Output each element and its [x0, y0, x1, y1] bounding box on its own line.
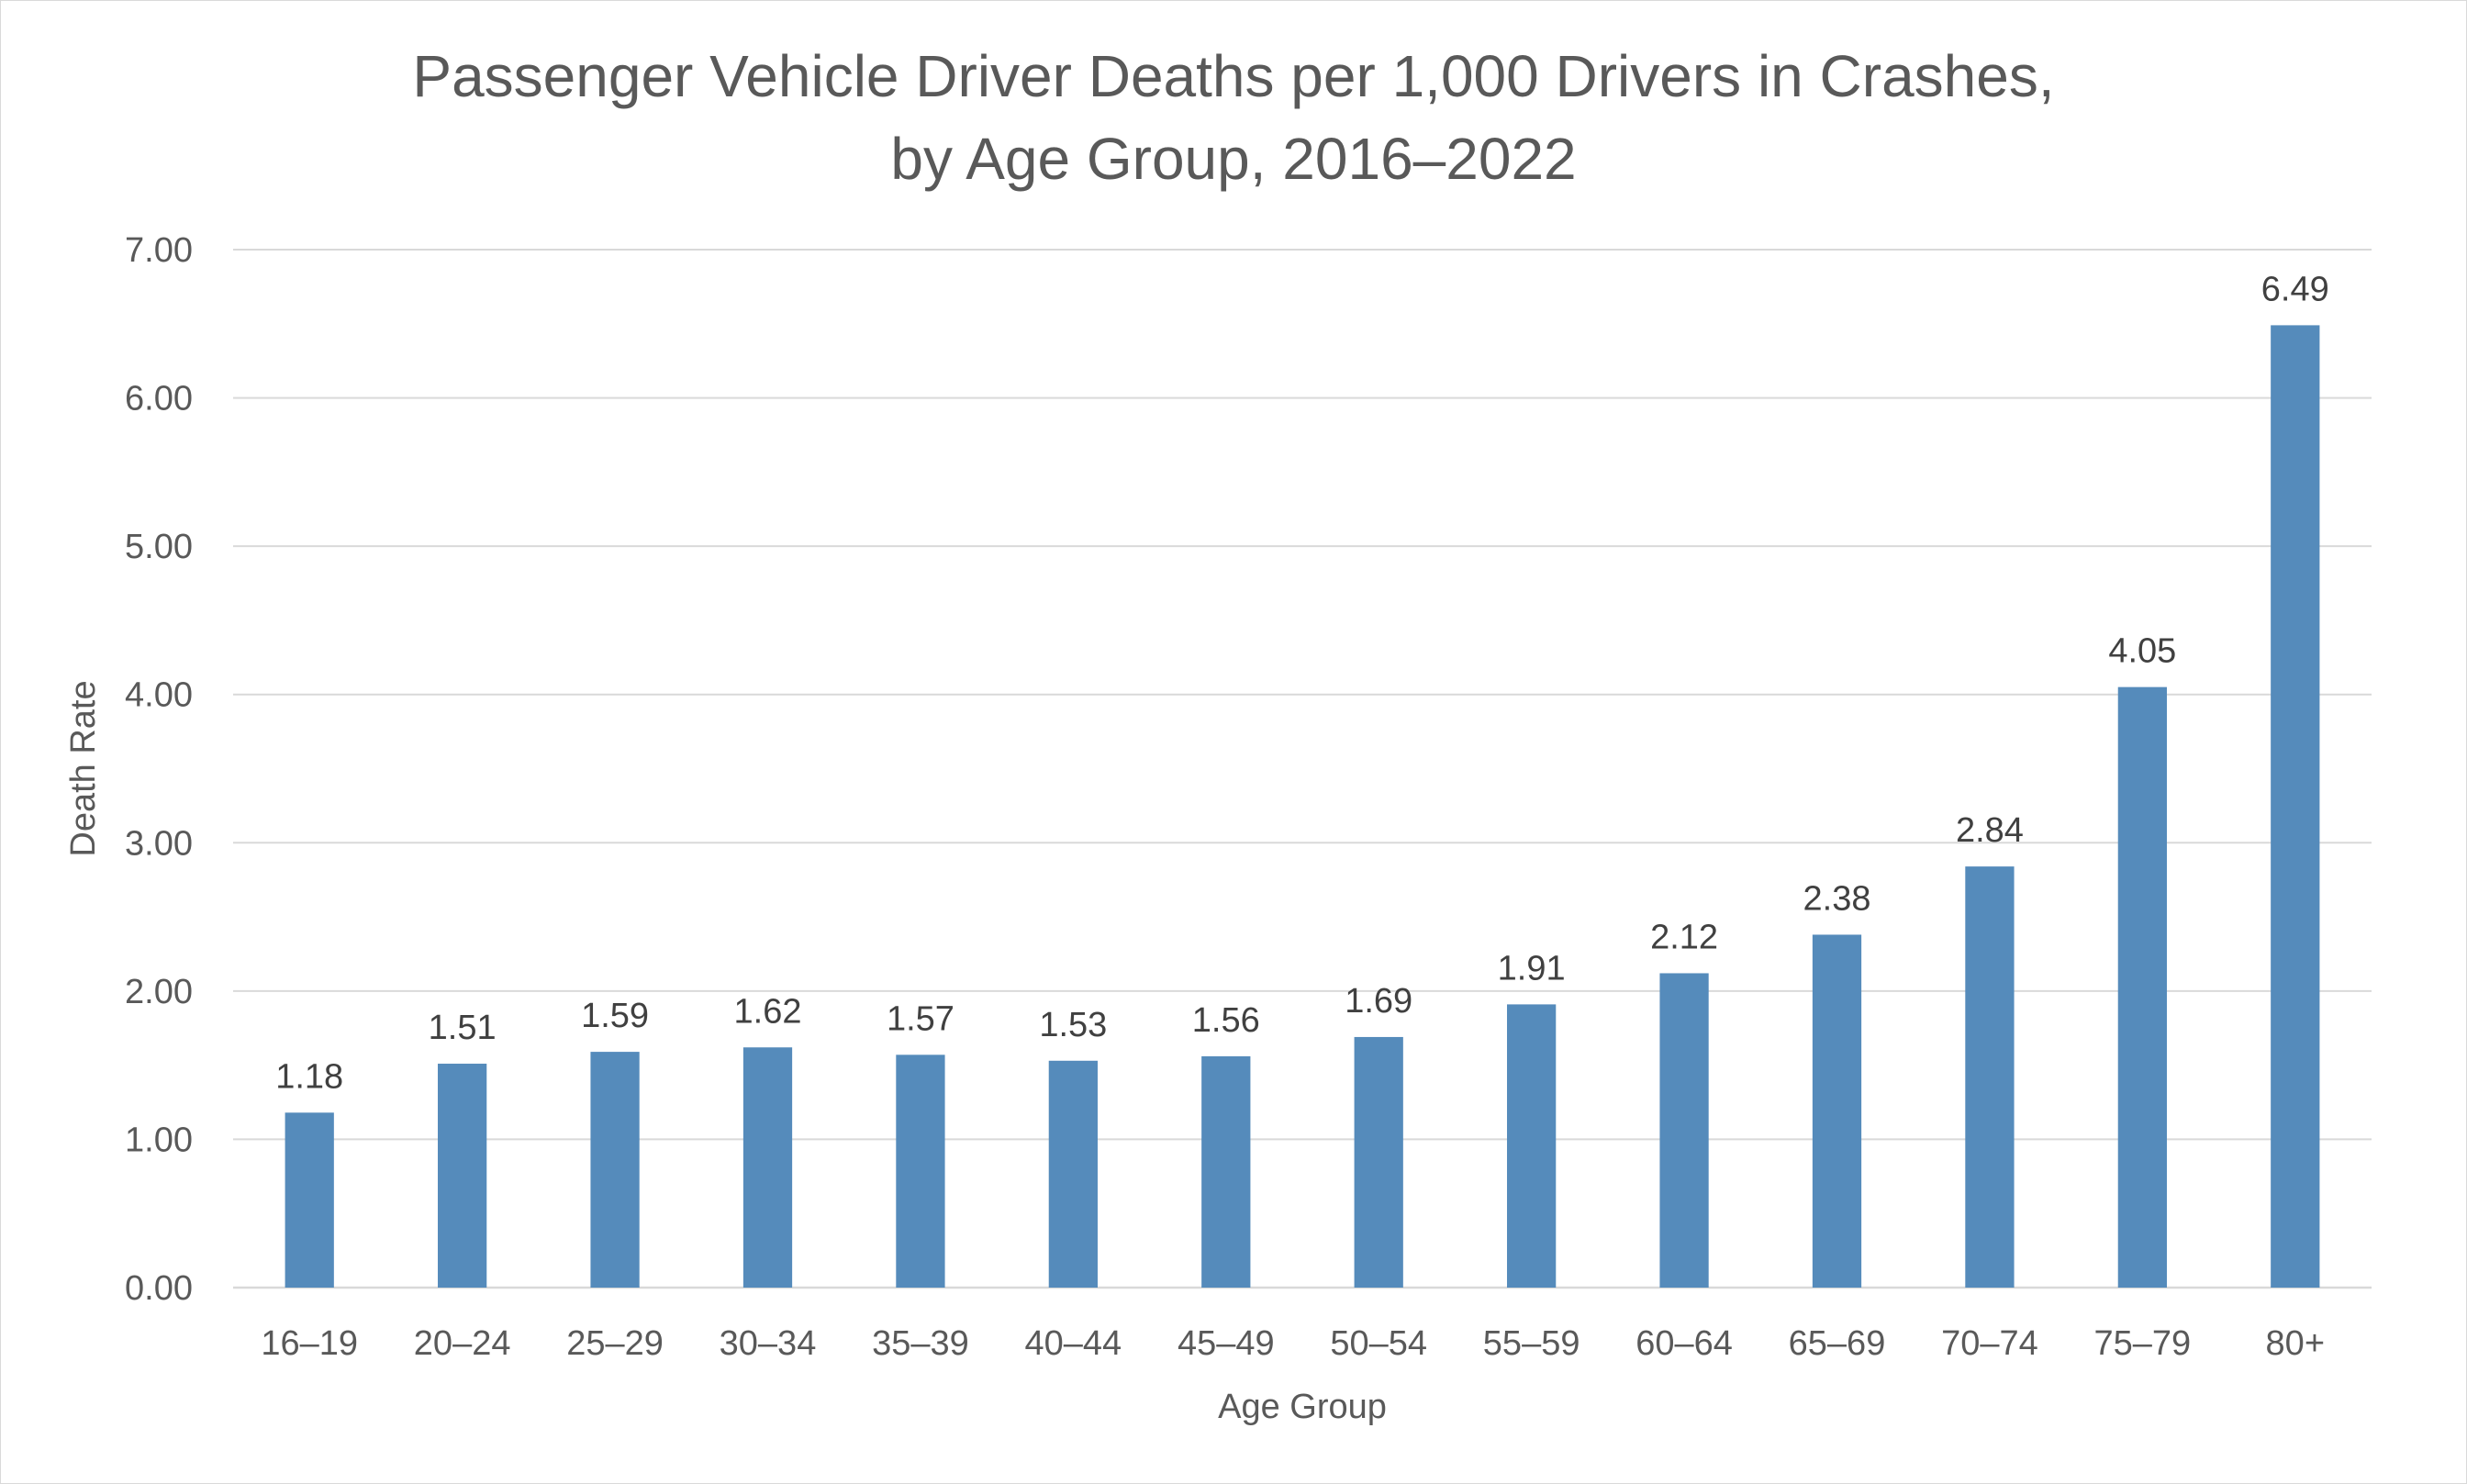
- data-label: 6.49: [2261, 270, 2329, 308]
- data-label: 1.18: [275, 1057, 343, 1096]
- x-tick-label: 25–29: [566, 1324, 664, 1363]
- bar-60–64: [1659, 973, 1709, 1288]
- x-tick-label: 70–74: [1941, 1324, 2038, 1363]
- data-labels: 1.18 1.51 1.59 1.62 1.57 1.53 1.56 1.69 1.91 2.12…: [275, 270, 2329, 1096]
- x-tick-label: 65–69: [1789, 1324, 1886, 1363]
- axis-tick-labels: 0.00 1.00 2.00 3.00 4.00 5.00 6.00 7.00 16–19 20–…: [125, 231, 2325, 1363]
- bar-75–79: [2117, 686, 2167, 1288]
- data-label: 2.84: [1956, 811, 2024, 850]
- bar-45–49: [1201, 1055, 1251, 1288]
- y-tick-label: 4.00: [125, 676, 193, 715]
- y-axis-title: Death Rate: [64, 680, 103, 856]
- x-tick-label: 55–59: [1483, 1324, 1580, 1363]
- bar-25–29: [590, 1052, 640, 1288]
- y-tick-label: 7.00: [125, 231, 193, 270]
- x-tick-label: 80+: [2266, 1324, 2325, 1363]
- x-tick-label: 75–79: [2094, 1324, 2192, 1363]
- y-tick-label: 3.00: [125, 824, 193, 863]
- data-label: 1.53: [1039, 1006, 1107, 1044]
- data-label: 1.57: [887, 999, 954, 1038]
- y-tick-label: 5.00: [125, 528, 193, 566]
- data-label: 1.51: [429, 1009, 497, 1047]
- x-tick-label: 50–54: [1330, 1324, 1427, 1363]
- bar-16–19: [285, 1112, 334, 1288]
- bar-30–34: [742, 1047, 793, 1288]
- y-tick-label: 2.00: [125, 973, 193, 1011]
- gridlines: [233, 249, 2372, 1289]
- x-tick-label: 20–24: [414, 1324, 511, 1363]
- data-label: 1.91: [1498, 949, 1566, 987]
- bar-70–74: [1965, 866, 2015, 1288]
- x-tick-label: 45–49: [1178, 1324, 1275, 1363]
- x-tick-label: 30–34: [720, 1324, 817, 1363]
- x-tick-label: 60–64: [1635, 1324, 1733, 1363]
- bars: [285, 325, 2320, 1289]
- x-axis-title: Age Group: [1218, 1388, 1387, 1426]
- y-tick-label: 0.00: [125, 1269, 193, 1308]
- data-label: 2.38: [1803, 879, 1871, 918]
- data-label: 2.12: [1650, 918, 1718, 956]
- x-tick-label: 35–39: [872, 1324, 969, 1363]
- data-label: 1.62: [734, 992, 802, 1031]
- chart-title-line-1: Passenger Vehicle Driver Deaths per 1,00…: [412, 43, 2055, 109]
- y-tick-label: 1.00: [125, 1121, 193, 1159]
- x-tick-label: 40–44: [1025, 1324, 1122, 1363]
- bar-35–39: [896, 1054, 945, 1288]
- data-label: 1.56: [1192, 1001, 1260, 1040]
- bar-80+: [2271, 325, 2320, 1289]
- bar-20–24: [438, 1064, 487, 1288]
- chart-title-line-2: by Age Group, 2016–2022: [890, 126, 1577, 192]
- x-tick-label: 16–19: [261, 1324, 358, 1363]
- bar-50–54: [1354, 1036, 1403, 1288]
- y-tick-label: 6.00: [125, 380, 193, 418]
- data-label: 4.05: [2108, 632, 2176, 671]
- bar-40–44: [1048, 1060, 1098, 1288]
- bar-65–69: [1812, 934, 1862, 1288]
- data-label: 1.69: [1345, 982, 1412, 1021]
- bar-55–59: [1507, 1004, 1557, 1288]
- data-label: 1.59: [581, 997, 649, 1035]
